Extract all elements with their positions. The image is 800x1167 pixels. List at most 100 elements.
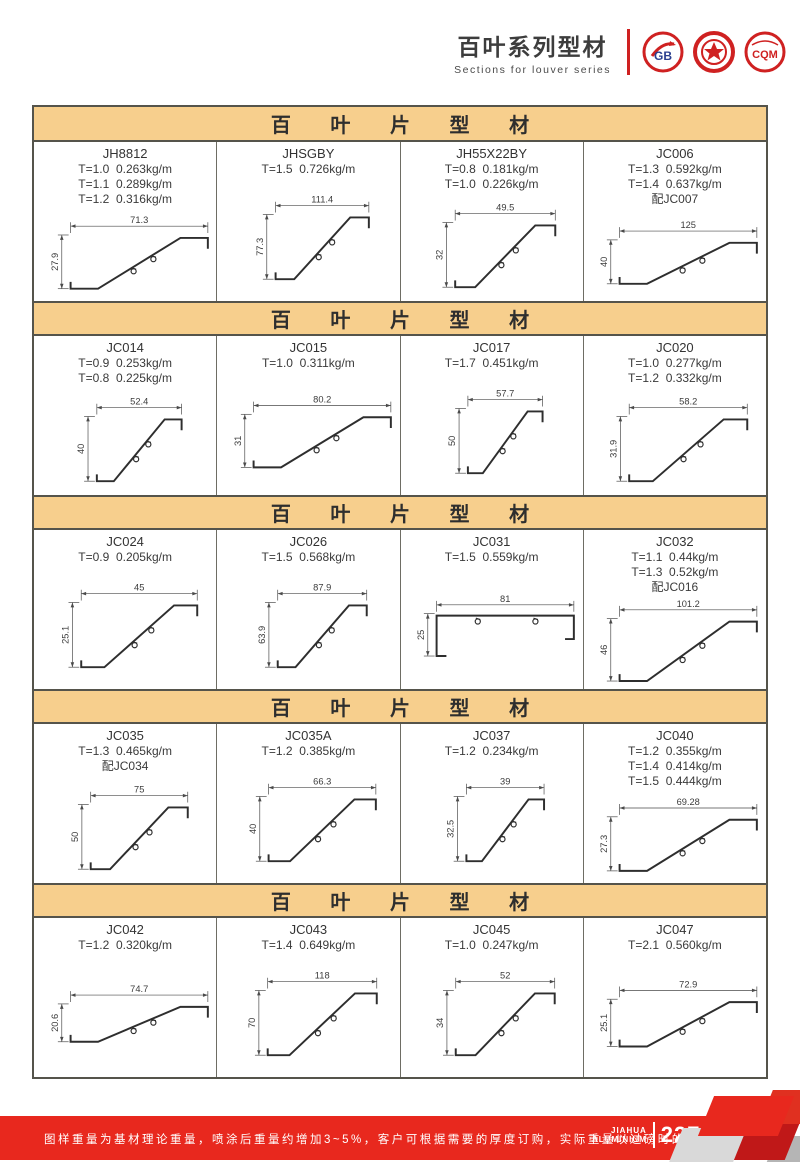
profile-cell: JC017 T=1.7 0.451kg/m 57.7 50 [399, 336, 583, 495]
brand-line1: JIAHUA [611, 1126, 647, 1135]
profile-drawing: 101.2 46 [599, 599, 759, 683]
profile-code: JC026 [289, 534, 328, 549]
profile-drawing: 87.9 63.9 [257, 583, 368, 669]
profile-drawing-wrap: 118 70 [217, 953, 399, 1077]
section-band: 百 叶 片 型 材 [34, 495, 766, 530]
profile-code: JC047 [656, 922, 694, 937]
header-divider [627, 29, 630, 75]
profile-code: JC035 [106, 728, 144, 743]
profile-cell: JC026 T=1.5 0.568kg/m 87.9 63.9 [216, 530, 399, 689]
profile-code: JH55X22BY [456, 146, 528, 161]
section-band-title: 百 叶 片 型 材 [270, 115, 547, 137]
profile-code: JC045 [472, 922, 511, 937]
profile-drawing: 52.4 40 [76, 396, 183, 482]
profile-code: JHSGBY [282, 146, 335, 161]
dim-height-label: 40 [76, 443, 86, 453]
profile-drawing-wrap: 125 40 [584, 207, 766, 301]
cqm-logo-icon: CQM [744, 31, 786, 73]
page-title: 百叶系列型材 [457, 34, 608, 60]
dim-width-label: 45 [134, 583, 144, 593]
dim-width-label: 49.5 [496, 202, 514, 212]
dim-height-label: 32 [435, 249, 445, 259]
profile-drawing: 57.7 50 [447, 389, 544, 475]
profile-drawing-wrap: 58.2 31.9 [584, 386, 766, 495]
profile-drawing: 66.3 40 [248, 777, 377, 863]
dim-width-label: 69.28 [677, 797, 700, 807]
profile-drawing: 39 32.5 [446, 777, 546, 863]
profile-drawing-wrap: 66.3 40 [217, 759, 399, 883]
certification-logos: GB CQM [642, 31, 790, 73]
profile-drawing-wrap: 111.4 77.3 [217, 177, 399, 301]
dim-width-label: 125 [681, 220, 697, 230]
dim-height-label: 25.1 [599, 1014, 609, 1032]
dim-width-label: 66.3 [313, 777, 331, 787]
profile-spec: T=1.0 0.226kg/m [444, 177, 539, 191]
profile-spec: T=1.1 0.44kg/m [631, 550, 719, 564]
dim-height-label: 40 [599, 257, 609, 267]
profile-drawing-wrap: 72.9 25.1 [584, 953, 766, 1077]
dim-height-label: 25.1 [60, 626, 70, 644]
profile-drawing-wrap: 75 50 [34, 774, 216, 883]
dim-width-label: 52.4 [130, 396, 148, 406]
profile-spec: 配JC034 [101, 759, 149, 773]
profile-spec: T=1.2 0.234kg/m [444, 744, 539, 758]
profile-table: 百 叶 片 型 材 JH8812 T=1.0 0.263kg/m T=1.1 0.28… [32, 105, 768, 1079]
profile-drawing-wrap: 57.7 50 [401, 371, 583, 495]
profile-code: JC032 [656, 534, 694, 549]
section-band-title: 百 叶 片 型 材 [270, 698, 547, 720]
dim-height-label: 40 [248, 824, 258, 834]
profile-spec: T=1.0 0.311kg/m [261, 356, 355, 370]
profile-spec: T=1.1 0.289kg/m [78, 177, 172, 191]
profile-spec: T=1.2 0.320kg/m [78, 938, 172, 952]
profile-drawing-wrap: 74.7 20.6 [34, 953, 216, 1077]
profile-drawing: 45 25.1 [60, 583, 198, 669]
brand-line2: ALUMINIUM [592, 1135, 647, 1144]
profile-drawing-wrap: 87.9 63.9 [217, 565, 399, 689]
dim-width-label: 74.7 [130, 984, 148, 994]
profile-code: JC017 [472, 340, 511, 355]
section-band-title: 百 叶 片 型 材 [270, 504, 547, 526]
profile-cell: JC037 T=1.2 0.234kg/m 39 32.5 [399, 724, 583, 883]
dim-height-label: 20.6 [49, 1014, 59, 1032]
brand-name: JIAHUA ALUMINIUM [592, 1126, 647, 1144]
profile-drawing: 58.2 31.9 [609, 396, 749, 482]
section-band: 百 叶 片 型 材 [34, 301, 766, 336]
profile-spec: T=1.5 0.726kg/m [261, 162, 356, 176]
dim-height-label: 34 [435, 1018, 445, 1028]
profile-spec: T=1.2 0.332kg/m [628, 371, 722, 385]
profile-cell: JH8812 T=1.0 0.263kg/m T=1.1 0.289kg/m T=1.… [34, 142, 216, 301]
profile-drawing: 71.3 27.9 [49, 215, 209, 290]
dim-height-label: 46 [599, 645, 609, 655]
profile-drawing-wrap: 49.5 32 [401, 192, 583, 301]
profile-spec: T=1.3 0.465kg/m [78, 744, 172, 758]
dim-height-label: 31.9 [609, 439, 619, 457]
profile-drawing: 69.28 27.3 [599, 797, 759, 872]
dim-height-label: 31 [233, 436, 243, 446]
profile-spec: T=1.3 0.592kg/m [628, 162, 722, 176]
dim-height-label: 77.3 [255, 238, 265, 256]
profile-spec: T=1.5 0.559kg/m [444, 550, 539, 564]
footer-bar [0, 1116, 714, 1160]
footer-note: 图样重量为基材理论重量，喷涂后重量约增加3~5%，客户可根据需要的厚度订购，实际… [44, 1134, 756, 1146]
profile-drawing: 52 34 [435, 971, 556, 1057]
dim-width-label: 118 [315, 971, 330, 981]
dim-width-label: 81 [500, 594, 510, 604]
profile-code: JC006 [656, 146, 694, 161]
profile-cell: JC032 T=1.1 0.44kg/m T=1.3 0.52kg/m 配JC016 1… [582, 530, 766, 689]
profile-code: JC020 [656, 340, 694, 355]
profile-cell: JC014 T=0.9 0.253kg/m T=0.8 0.225kg/m 52.4 4… [34, 336, 216, 495]
svg-text:CQM: CQM [752, 49, 778, 61]
section-band: 百 叶 片 型 材 [34, 689, 766, 724]
profile-cell: JC015 T=1.0 0.311kg/m 80.2 31 [216, 336, 399, 495]
dim-width-label: 75 [134, 784, 144, 794]
profile-cell: JC035A T=1.2 0.385kg/m 66.3 40 [216, 724, 399, 883]
profile-code: JC024 [106, 534, 144, 549]
profile-spec: T=0.9 0.253kg/m [78, 356, 172, 370]
dim-height-label: 25 [416, 630, 426, 640]
profile-spec: 配JC007 [651, 192, 699, 206]
dim-width-label: 57.7 [496, 389, 514, 399]
profile-cell: JC042 T=1.2 0.320kg/m 74.7 20.6 [34, 918, 216, 1077]
profile-cell: JC006 T=1.3 0.592kg/m T=1.4 0.637kg/m 配JC00… [582, 142, 766, 301]
dim-height-label: 27.3 [599, 835, 609, 853]
